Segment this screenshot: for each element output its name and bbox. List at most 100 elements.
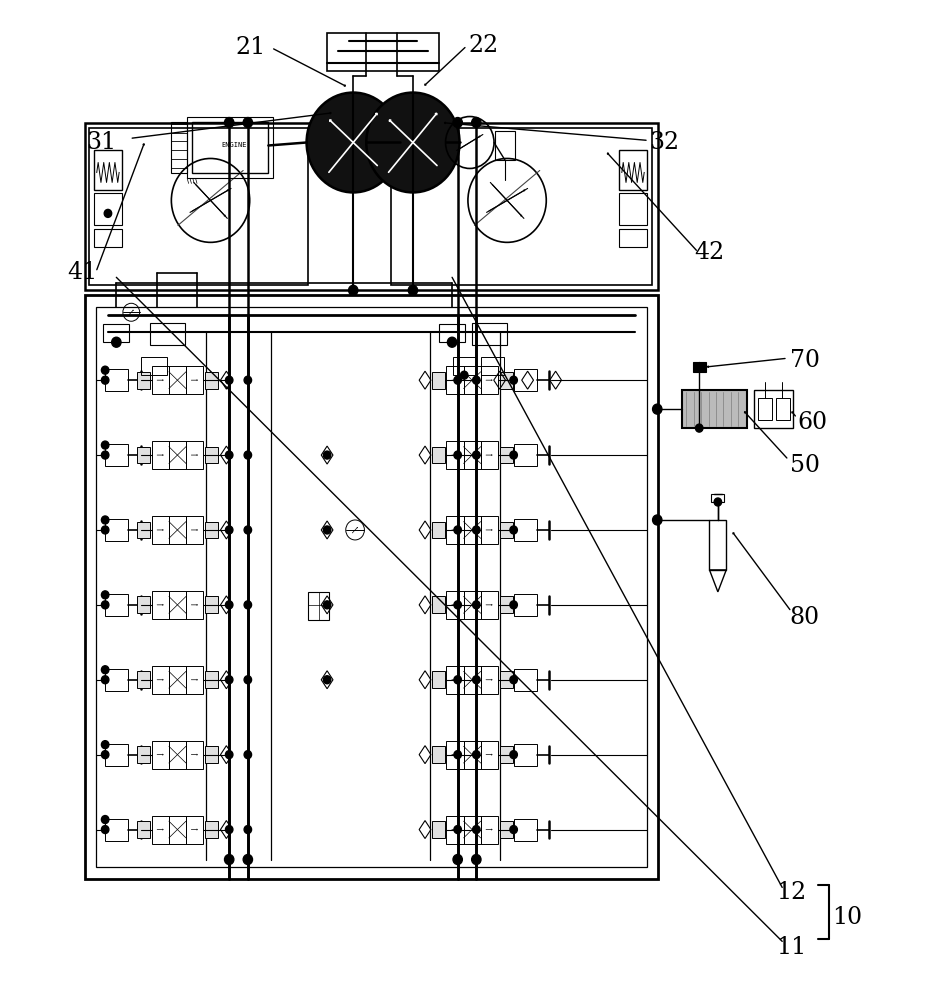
Circle shape [510,601,517,609]
Circle shape [244,676,251,684]
Circle shape [473,676,480,684]
Bar [446,741,463,769]
Bar [152,741,169,769]
Bar [446,366,463,394]
Text: 50: 50 [789,454,820,477]
Circle shape [510,751,517,759]
Bar [500,746,513,763]
Bar [500,447,513,463]
Bar [205,372,218,389]
Bar [710,520,727,570]
Bar [500,372,513,389]
Circle shape [225,451,233,459]
Circle shape [225,676,233,684]
Text: 21: 21 [235,36,266,59]
Bar [481,441,498,469]
Text: 60: 60 [797,411,828,434]
Circle shape [102,676,109,684]
Bar [463,741,481,769]
Bar [187,117,273,178]
Bar [619,150,647,190]
Bar [152,816,169,844]
Bar [150,323,185,345]
Bar [500,671,513,688]
Bar [205,821,218,838]
Circle shape [653,515,662,525]
Bar [500,821,513,838]
Circle shape [348,285,358,295]
Text: 42: 42 [694,241,725,264]
Circle shape [454,601,461,609]
Bar [755,390,793,428]
Bar [94,150,122,190]
Bar [481,666,498,694]
Circle shape [454,451,461,459]
Circle shape [453,118,462,128]
Circle shape [102,526,109,534]
Bar [481,591,498,619]
Circle shape [102,516,109,524]
Circle shape [323,451,331,459]
Bar [137,596,150,613]
Bar [432,596,445,613]
Bar [137,746,150,763]
Text: 22: 22 [469,34,499,57]
Bar [152,666,169,694]
Bar [446,591,463,619]
Circle shape [244,451,251,459]
Circle shape [225,376,233,384]
Bar [205,447,218,463]
Circle shape [244,601,251,609]
Bar [463,441,481,469]
Bar [682,390,747,428]
Circle shape [244,751,251,759]
Circle shape [473,751,480,759]
Bar [481,816,498,844]
Bar [94,229,122,247]
Circle shape [472,118,481,128]
Circle shape [510,526,517,534]
Bar [439,324,465,342]
Text: 70: 70 [789,349,820,372]
Circle shape [653,404,662,414]
Bar [446,441,463,469]
Circle shape [323,601,331,609]
Bar [481,741,498,769]
Text: 80: 80 [789,606,820,629]
Bar [90,128,308,285]
Circle shape [244,376,251,384]
Circle shape [473,451,480,459]
Bar [137,821,150,838]
Circle shape [102,741,109,749]
Circle shape [224,118,234,128]
Bar [481,366,498,394]
Text: 11: 11 [776,936,807,959]
Bar [432,522,445,538]
Bar [152,441,169,469]
Bar [106,594,128,616]
Bar [472,323,507,345]
Bar [432,746,445,763]
Bar [141,357,166,375]
Bar [446,666,463,694]
Circle shape [460,371,468,379]
Text: 10: 10 [832,906,863,929]
Circle shape [243,855,252,864]
Bar [453,357,476,375]
Bar [514,594,537,616]
Circle shape [112,337,121,347]
Bar [463,591,481,619]
Bar [205,596,218,613]
Circle shape [102,366,109,374]
Circle shape [323,676,331,684]
Bar [514,444,537,466]
Bar [481,357,504,375]
Circle shape [696,424,703,432]
Bar [152,516,169,544]
Bar [514,369,537,391]
Bar [514,669,537,691]
Circle shape [102,751,109,759]
Bar [327,33,439,71]
Bar [463,666,481,694]
Bar [463,516,481,544]
